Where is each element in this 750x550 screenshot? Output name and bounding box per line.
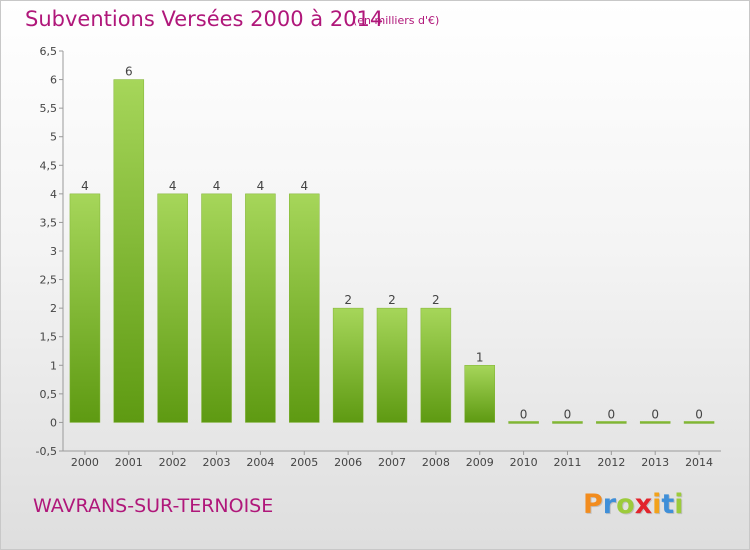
y-tick-label: -0,5: [36, 445, 57, 458]
logo-letter: P: [583, 489, 603, 520]
chart-labels: 2000420016200242003420044200542006220072…: [71, 65, 713, 469]
bar: [157, 193, 188, 423]
data-label: 4: [169, 179, 177, 193]
y-tick-label: 0: [50, 416, 57, 429]
bar: [376, 307, 408, 423]
bar: [201, 193, 232, 423]
data-label: 1: [476, 350, 484, 364]
x-tick-label: 2007: [378, 456, 406, 469]
data-label: 2: [388, 293, 396, 307]
bar: [113, 79, 145, 423]
chart-title: Subventions Versées 2000 à 2014: [25, 7, 384, 31]
data-label: 0: [520, 407, 528, 421]
data-label: 4: [300, 179, 308, 193]
data-label: 2: [344, 293, 352, 307]
y-tick-label: 1,5: [40, 331, 58, 344]
x-tick-label: 2014: [685, 456, 713, 469]
x-tick-label: 2002: [159, 456, 187, 469]
logo-letter: i: [674, 489, 684, 520]
commune-name: WAVRANS-SUR-TERNOISE: [33, 495, 274, 517]
data-label: 4: [213, 179, 221, 193]
x-tick-label: 2013: [641, 456, 669, 469]
chart-subtitle: (en milliers d'€): [353, 14, 440, 27]
data-label: 0: [695, 407, 703, 421]
x-tick-label: 2006: [334, 456, 362, 469]
bar: [683, 421, 715, 424]
bar: [639, 421, 671, 424]
bar: [289, 193, 320, 423]
y-tick-label: 4: [50, 188, 57, 201]
y-tick-label: 5,5: [40, 102, 58, 115]
x-tick-label: 2010: [510, 456, 538, 469]
x-tick-label: 2011: [553, 456, 581, 469]
y-tick-label: 3: [50, 245, 57, 258]
y-tick-label: 6,5: [40, 45, 58, 58]
y-tick-label: 4,5: [40, 159, 58, 172]
x-tick-label: 2003: [203, 456, 231, 469]
y-tick-label: 0,5: [40, 388, 58, 401]
x-tick-label: 2012: [597, 456, 625, 469]
x-tick-label: 2008: [422, 456, 450, 469]
data-label: 4: [257, 179, 265, 193]
y-tick-label: 3,5: [40, 216, 58, 229]
x-tick-label: 2001: [115, 456, 143, 469]
data-label: 6: [125, 65, 133, 79]
data-label: 2: [432, 293, 440, 307]
y-tick-label: 2,5: [40, 274, 58, 287]
bar: [69, 193, 101, 423]
y-tick-label: 1: [50, 359, 57, 372]
logo-letter: t: [661, 489, 675, 520]
bar: [552, 421, 583, 424]
bar: [596, 421, 627, 424]
data-label: 4: [81, 179, 89, 193]
chart-axes: -0,5 0 0,5 1 1,5 2 2,5 3 3,5 4 4,5 5 5,5 6 6,5: [36, 45, 721, 458]
data-label: 0: [564, 407, 572, 421]
x-tick-label: 2000: [71, 456, 99, 469]
proxiti-logo[interactable]: Proxiti: [583, 489, 684, 520]
bar: [245, 193, 276, 423]
x-tick-label: 2009: [466, 456, 494, 469]
x-tick-label: 2004: [246, 456, 274, 469]
logo-letter: r: [602, 489, 617, 520]
logo-letter: x: [634, 489, 653, 520]
chart-bars: [69, 79, 715, 424]
bar: [332, 307, 364, 423]
x-tick-label: 2005: [290, 456, 318, 469]
bar: [420, 307, 452, 423]
y-tick-label: 6: [50, 74, 57, 87]
y-tick-label: 5: [50, 131, 57, 144]
bar: [464, 365, 495, 423]
logo-letter: o: [616, 489, 635, 520]
data-label: 0: [608, 407, 616, 421]
y-tick-label: 2: [50, 302, 57, 315]
logo-letter: i: [652, 489, 662, 520]
data-label: 0: [651, 407, 659, 421]
bar: [508, 421, 539, 424]
